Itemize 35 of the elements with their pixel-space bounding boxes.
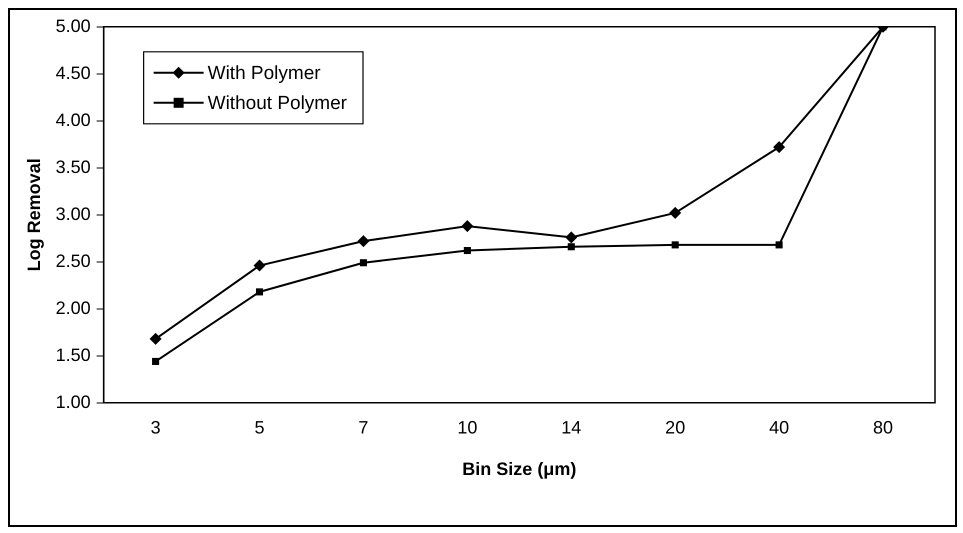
point bbox=[357, 235, 370, 248]
point bbox=[773, 141, 786, 154]
point bbox=[565, 231, 578, 244]
point bbox=[256, 288, 264, 296]
point bbox=[669, 206, 682, 219]
x-tick-label: 40 bbox=[769, 418, 790, 438]
x-tick-label: 3 bbox=[150, 418, 161, 438]
point bbox=[360, 259, 367, 266]
y-tick-label: 4.00 bbox=[56, 110, 91, 130]
y-tick-label: 4.50 bbox=[56, 62, 91, 83]
legend-label: With Polymer bbox=[208, 63, 322, 84]
point bbox=[568, 243, 575, 250]
y-tick-label: 1.00 bbox=[56, 392, 91, 412]
x-tick-label: 7 bbox=[358, 418, 368, 438]
y-axis-title: Log Removal bbox=[24, 158, 44, 272]
x-axis-title: Bin Size (μm) bbox=[462, 459, 576, 480]
y-tick-label: 2.50 bbox=[56, 250, 91, 271]
point bbox=[461, 220, 474, 232]
x-tick-label: 5 bbox=[254, 418, 265, 438]
point bbox=[776, 241, 783, 248]
x-tick-label: 80 bbox=[873, 418, 894, 438]
x-tick-label: 10 bbox=[457, 418, 478, 438]
point bbox=[672, 241, 679, 248]
legend-label: Without Polymer bbox=[208, 93, 348, 114]
point bbox=[150, 332, 162, 345]
x-tick-label: 20 bbox=[665, 418, 686, 438]
y-tick-label: 2.00 bbox=[56, 298, 91, 318]
point bbox=[152, 358, 160, 365]
y-tick-label: 3.00 bbox=[56, 204, 91, 224]
point bbox=[254, 260, 266, 272]
point bbox=[464, 246, 471, 254]
y-tick-label: 3.50 bbox=[56, 156, 91, 177]
y-tick-label: 1.50 bbox=[56, 344, 91, 365]
x-tick-label: 14 bbox=[561, 418, 582, 438]
y-tick-label: 5.00 bbox=[56, 16, 91, 36]
